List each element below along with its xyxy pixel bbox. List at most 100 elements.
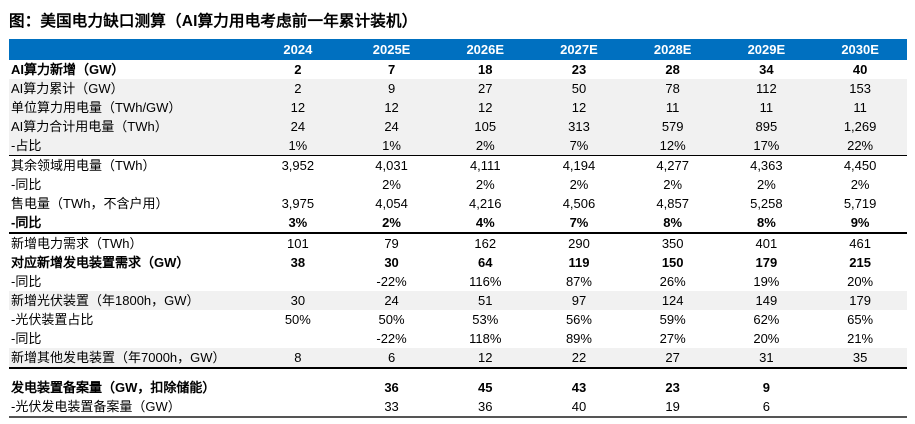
table-row: -同比 2% 2% 2% 2% 2% 2% (9, 175, 907, 194)
cell-value (720, 368, 814, 378)
cell-value: 56% (565, 312, 592, 327)
row-label: AI算力累计（GW） (9, 79, 251, 98)
cell-value: 119 (568, 255, 590, 270)
cell-value: 36 (438, 397, 533, 418)
cell-value: 12 (344, 98, 439, 117)
cell-value: 5,719 (843, 196, 877, 211)
cell-value: 215 (849, 255, 871, 270)
cell-value: 3% (251, 213, 345, 234)
table-row: AI算力合计用电量（TWh） 24 24 105 313 579 895 1,269 (9, 117, 907, 136)
table-row: 对应新增发电装置需求（GW） 38 30 64 119 150 179 215 (9, 253, 907, 272)
cell-value: 8 (251, 348, 345, 369)
cell-value: 40 (852, 62, 868, 77)
row-label: -光伏发电装置备案量（GW） (9, 397, 251, 418)
cell-value: 20% (847, 274, 874, 289)
row-label: 新增电力需求（TWh） (11, 236, 143, 251)
cell-value (813, 378, 907, 397)
cell-value: 24 (344, 291, 439, 310)
cell-value: 87% (565, 274, 592, 289)
row-label: -光伏装置占比 (11, 312, 94, 327)
cell-value: 36 (384, 380, 399, 395)
cell-value: 9 (762, 380, 770, 395)
cell-value: 27 (438, 79, 533, 98)
cell-value: 2% (850, 177, 870, 192)
cell-value: 2% (475, 177, 495, 192)
cell-value: 8% (625, 213, 720, 234)
cell-value: 50% (378, 312, 405, 327)
column-header: 2030E (813, 39, 907, 60)
cell-value: 12 (438, 98, 533, 117)
table-row: -同比 -22% 118% 89% 27% 20% 21% (9, 329, 907, 348)
table-row: 发电装置备案量（GW，扣除储能） 36 45 43 23 9 (9, 378, 907, 397)
cell-value: 38 (290, 255, 306, 270)
row-label: 新增光伏装置（年1800h，GW） (9, 291, 251, 310)
cell-value: 12% (625, 136, 720, 156)
cell-value (532, 368, 626, 378)
cell-value: 65% (847, 312, 874, 327)
row-label: 新增其他发电装置（年7000h，GW） (9, 348, 251, 369)
row-label: -同比 (11, 331, 42, 346)
cell-value: 50 (532, 79, 626, 98)
cell-value (813, 368, 907, 378)
cell-value: 24 (344, 117, 439, 136)
cell-value: 27% (659, 331, 686, 346)
cell-value: 1% (344, 136, 439, 156)
row-label: 售电量（TWh，不含户用） (11, 196, 169, 211)
cell-value: 45 (478, 380, 493, 395)
cell-value: 3,975 (281, 196, 315, 211)
table-row: AI算力新增（GW） 2 7 18 23 28 34 40 (9, 60, 907, 79)
figure-title: 图：美国电力缺口测算（AI算力用电考虑前一年累计装机） (9, 13, 418, 30)
column-header: 2029E (719, 39, 814, 60)
cell-value: 59% (659, 312, 686, 327)
cell-value: 124 (625, 291, 720, 310)
cell-value: 2 (251, 79, 345, 98)
cell-value: 461 (849, 236, 871, 251)
cell-value: 290 (568, 236, 590, 251)
cell-value: 2 (294, 62, 302, 77)
cell-value: 350 (661, 236, 684, 251)
cell-value (251, 378, 345, 397)
cell-value: 4,031 (375, 158, 408, 173)
cell-value: -22% (376, 274, 407, 289)
cell-value: 34 (759, 62, 774, 77)
cell-value: 33 (344, 397, 439, 418)
cell-value: 64 (478, 255, 493, 270)
cell-value: 153 (813, 79, 907, 98)
cell-value: 179 (755, 255, 778, 270)
column-header: 2028E (625, 39, 720, 60)
cell-value: 24 (251, 117, 345, 136)
cell-value (251, 175, 345, 194)
cell-value: 2% (756, 177, 776, 192)
table-row: -同比 3% 2% 4% 7% 8% 8% 9% (9, 213, 907, 234)
cell-value: 4,506 (562, 196, 596, 211)
row-label: 其余领域用电量（TWh） (11, 158, 156, 173)
cell-value: 12 (438, 348, 533, 369)
table-row: 其余领域用电量（TWh） 3,952 4,031 4,111 4,194 4,277 4,3… (9, 156, 907, 176)
cell-value (251, 272, 345, 291)
cell-value (626, 368, 720, 378)
cell-value: 2% (382, 177, 401, 192)
row-label: 对应新增发电装置需求（GW） (11, 255, 190, 270)
cell-value: 11 (719, 98, 814, 117)
column-header: 2024 (251, 39, 345, 60)
cell-value: 21% (847, 331, 874, 346)
cell-value: 895 (719, 117, 814, 136)
cell-value: 4,857 (656, 196, 689, 211)
cell-value: 22% (813, 136, 907, 156)
cell-value (438, 368, 532, 378)
spacer-row (9, 368, 907, 378)
cell-value: 1% (251, 136, 345, 156)
cell-value: 4,111 (469, 158, 501, 173)
cell-value: 2% (569, 177, 589, 192)
cell-value: 30 (384, 255, 399, 270)
cell-value (345, 368, 439, 378)
cell-value: 51 (438, 291, 533, 310)
cell-value: 18 (478, 62, 493, 77)
row-label: -同比 (11, 177, 42, 192)
cell-value: 6 (719, 397, 814, 418)
table-row: -同比 -22% 116% 87% 26% 19% 20% (9, 272, 907, 291)
table-row: 单位算力用电量（TWh/GW） 12 12 12 12 11 11 11 (9, 98, 907, 117)
cell-value: 116% (469, 274, 502, 289)
table-row: AI算力累计（GW） 2 9 27 50 78 112 153 (9, 79, 907, 98)
